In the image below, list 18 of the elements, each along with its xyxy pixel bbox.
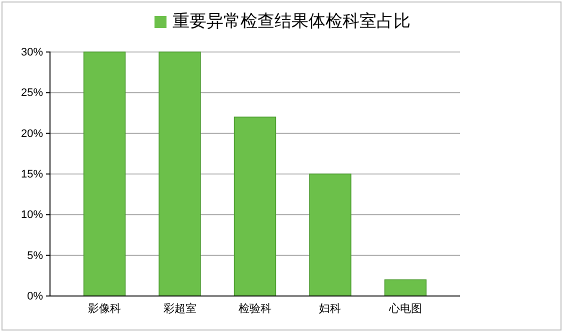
x-tick-label: 影像科: [88, 302, 122, 315]
y-tick-label: 20%: [20, 128, 44, 140]
bar: [83, 52, 126, 296]
y-tick-label: 25%: [20, 87, 44, 100]
y-tick-label: 10%: [20, 209, 44, 222]
y-tick-label: 15%: [20, 168, 44, 181]
y-tick-label: 30%: [20, 46, 44, 59]
x-tick-label: 妇科: [319, 302, 342, 315]
bar: [309, 174, 352, 296]
y-tick-label: 5%: [27, 250, 44, 262]
bar: [234, 116, 276, 296]
legend-label: 重要异常检查结果体检科室占比: [172, 12, 410, 32]
x-tick-label: 彩超室: [163, 302, 196, 315]
y-tick-label: 0%: [27, 290, 44, 303]
x-tick-label: 心电图: [388, 302, 422, 315]
x-tick-label: 检验科: [238, 302, 272, 315]
bar: [384, 279, 427, 296]
bar: [158, 52, 201, 296]
